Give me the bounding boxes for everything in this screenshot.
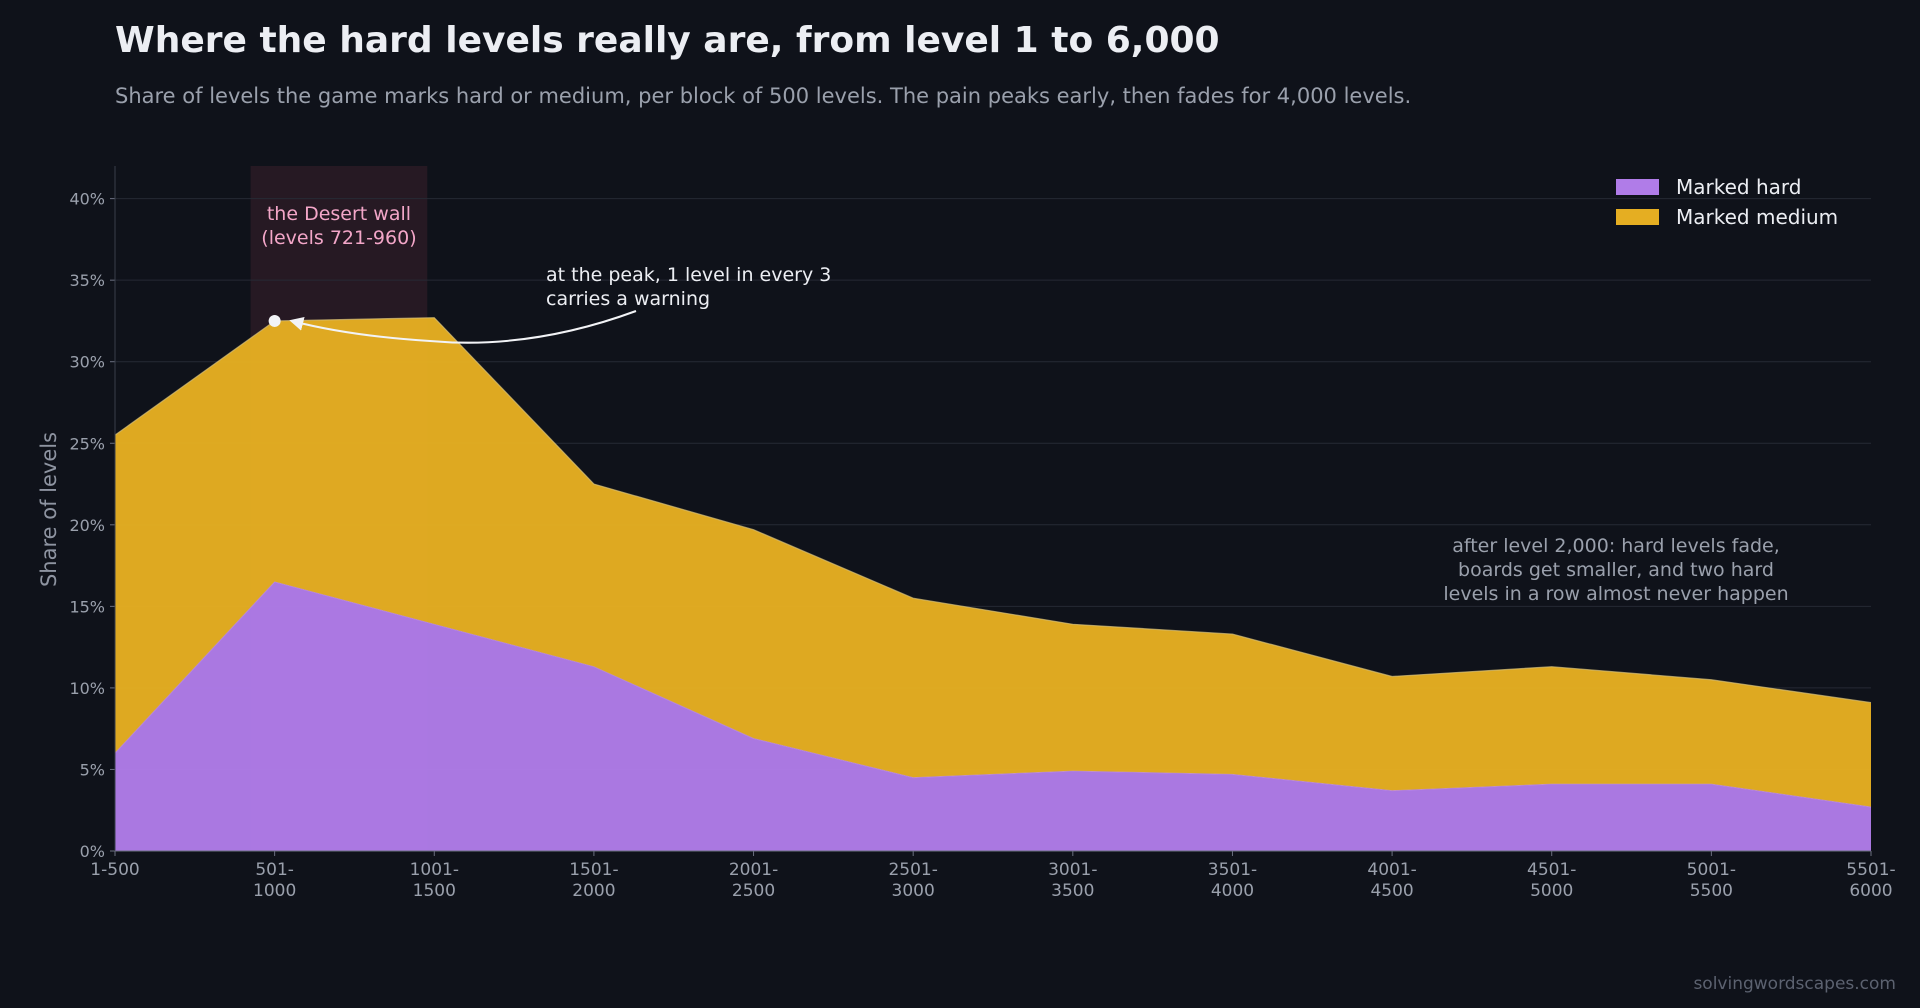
legend-swatch <box>1616 179 1659 195</box>
area-layer <box>114 317 1872 851</box>
legend-swatch <box>1616 209 1659 225</box>
line-total <box>114 317 1872 704</box>
legend: Marked hard Marked medium <box>1616 175 1838 229</box>
fade-annotation: after level 2,000: hard levels fade, boar… <box>1443 535 1788 605</box>
axis-layer: 0% 5% 10% 15% 20% 25% 30% 35% 40% 1-500 501-1000 10… <box>37 166 1896 901</box>
x-tick-label: 4501-5000 <box>1527 860 1576 901</box>
x-tick-label: 5001-5500 <box>1687 860 1736 901</box>
y-axis-label: Share of levels <box>37 432 61 587</box>
line-hard <box>114 581 1872 808</box>
peak-arrow <box>289 310 637 344</box>
y-tick-label: 5% <box>80 760 105 779</box>
x-tick-label: 3501-4000 <box>1208 860 1257 901</box>
y-tick-label: 15% <box>69 597 105 616</box>
x-tick-label: 501-1000 <box>253 860 296 901</box>
area-marked-medium <box>115 317 1871 807</box>
area-marked-hard <box>115 581 1871 851</box>
highlight-label: the Desert wall (levels 721-960) <box>261 203 416 249</box>
x-tick-label: 5501-6000 <box>1846 860 1895 901</box>
peak-annotation: at the peak, 1 level in every 3 carries a… <box>546 264 831 310</box>
y-tick-label: 40% <box>69 190 105 209</box>
y-tick-label: 30% <box>69 353 105 372</box>
y-tick-label: 25% <box>69 434 105 453</box>
y-tick-label: 0% <box>80 842 105 861</box>
x-tick-label: 1501-2000 <box>569 860 618 901</box>
x-tick-label: 1001-1500 <box>410 860 459 901</box>
legend-label: Marked medium <box>1676 205 1838 229</box>
x-tick-label: 2501-3000 <box>888 860 937 901</box>
x-tick-label: 1-500 <box>90 860 139 880</box>
chart-subtitle: Share of levels the game marks hard or m… <box>115 84 1412 108</box>
x-tick-label: 4001-4500 <box>1367 860 1416 901</box>
x-tick-label: 2001-2500 <box>729 860 778 901</box>
annotation-layer: the Desert wall (levels 721-960) at the pe… <box>261 203 1788 605</box>
chart-title: Where the hard levels really are, from l… <box>115 20 1220 61</box>
y-tick-label: 35% <box>69 271 105 290</box>
y-tick-label: 10% <box>69 679 105 698</box>
x-tick-label: 3001-3500 <box>1048 860 1097 901</box>
source-credit: solvingwordscapes.com <box>1693 974 1896 994</box>
legend-label: Marked hard <box>1676 175 1801 199</box>
peak-marker <box>268 314 281 327</box>
y-tick-label: 20% <box>69 516 105 535</box>
